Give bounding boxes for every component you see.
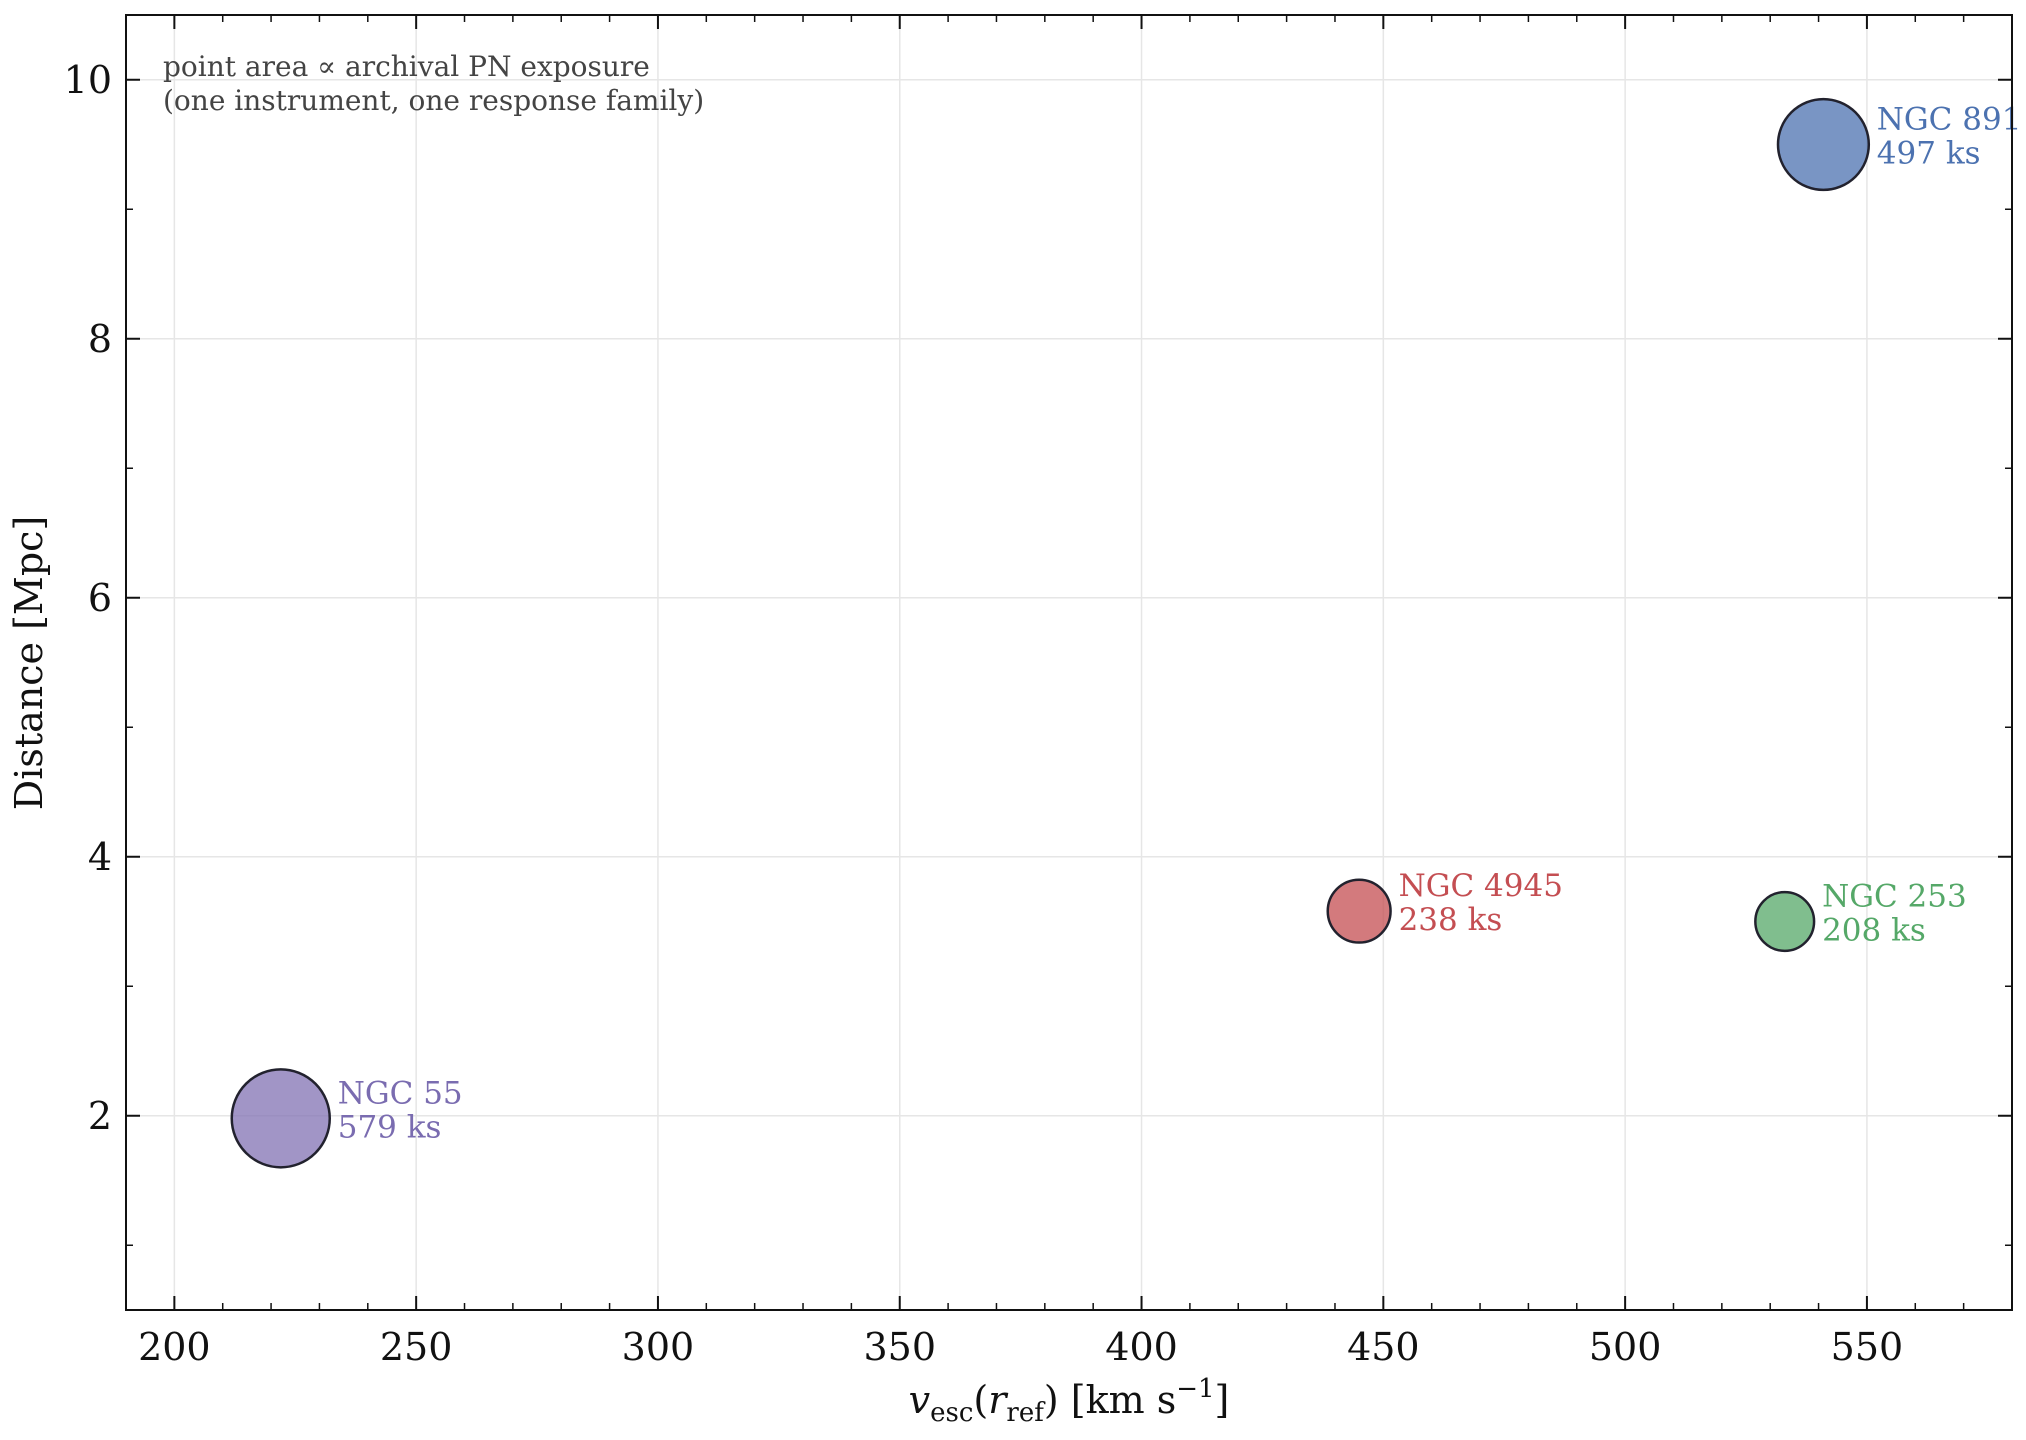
label-ngc-253: NGC 253 [1822, 879, 1967, 915]
exposure-ngc-891: 497 ks [1877, 136, 1981, 172]
x-tick-label: 350 [863, 1325, 936, 1369]
x-label-open-paren: ( [973, 1378, 988, 1422]
x-label-v: v [909, 1378, 931, 1422]
x-tick-label: 450 [1347, 1325, 1420, 1369]
annotation-line-2: (one instrument, one response family) [163, 84, 704, 117]
y-tick-label: 6 [88, 576, 112, 620]
x-tick-label: 300 [622, 1325, 695, 1369]
grid-lines [126, 15, 2012, 1310]
exposure-ngc-253: 208 ks [1822, 913, 1926, 949]
label-ngc-55: NGC 55 [338, 1075, 463, 1111]
point-ngc-253 [1754, 890, 1816, 953]
x-label-exponent: −1 [1176, 1374, 1214, 1404]
y-tick-label: 4 [88, 835, 112, 879]
x-tick-label: 250 [380, 1325, 453, 1369]
y-tick-labels: 2 4 6 8 10 [64, 58, 112, 1138]
plot-frame [125, 14, 2013, 1311]
y-axis-label: Distance [Mpc] [7, 516, 51, 811]
y-tick-label: 10 [64, 58, 112, 102]
exposure-ngc-55: 579 ks [338, 1109, 442, 1145]
annotation-note: point area ∝ archival PN exposure (one i… [163, 50, 704, 117]
y-tick-label: 8 [88, 317, 112, 361]
y-tick-label: 2 [88, 1094, 112, 1138]
x-label-esc: esc [930, 1398, 973, 1428]
label-ngc-891: NGC 891 [1877, 102, 2022, 138]
label-ngc-4945: NGC 4945 [1399, 868, 1563, 904]
x-label-r: r [988, 1378, 1009, 1422]
x-tick-label: 200 [138, 1325, 211, 1369]
point-ngc-55 [230, 1068, 331, 1169]
x-label-close-bracket: ] [1215, 1378, 1230, 1422]
point-ngc-4945 [1326, 878, 1392, 944]
annotation-line-1: point area ∝ archival PN exposure [163, 50, 650, 83]
x-tick-label: 550 [1831, 1325, 1904, 1369]
major-ticks [126, 15, 2012, 1310]
data-points [230, 97, 1871, 1169]
x-tick-label: 400 [1105, 1325, 1178, 1369]
x-tick-label: 500 [1589, 1325, 1662, 1369]
exposure-ngc-4945: 238 ks [1399, 902, 1503, 938]
x-label-close-paren: ) [1044, 1378, 1071, 1422]
x-tick-labels: 200 250 300 350 400 450 500 550 [138, 1325, 1903, 1369]
x-label-ref: ref [1006, 1398, 1046, 1428]
x-axis-label: vesc(rref) [km s−1] [909, 1374, 1230, 1428]
x-label-units: [km s [1071, 1378, 1176, 1422]
point-ngc-891 [1776, 97, 1871, 192]
